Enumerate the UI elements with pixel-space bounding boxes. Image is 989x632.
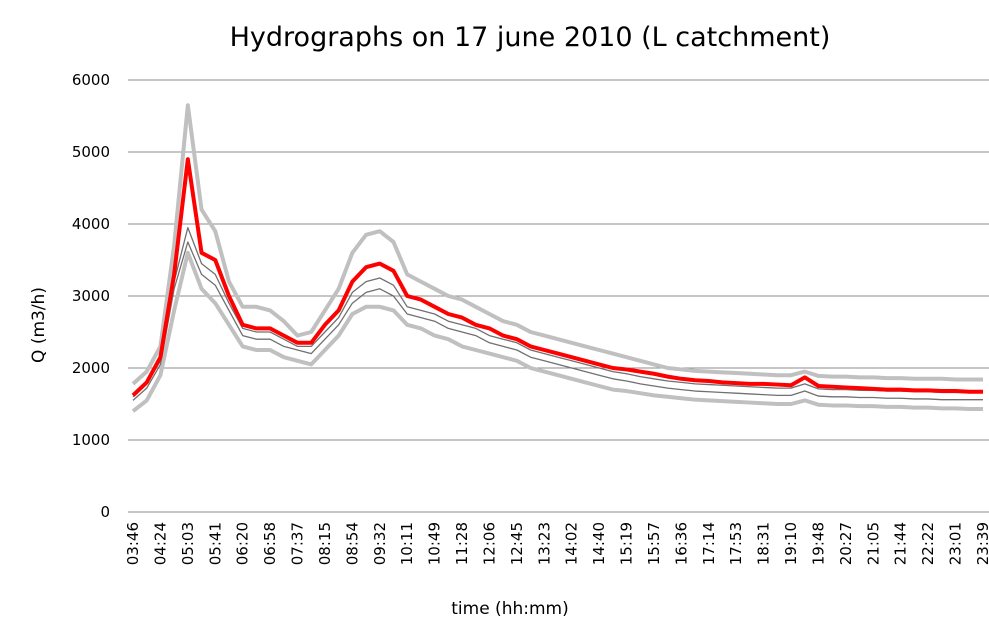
x-tick-label: 11:28 [453, 522, 471, 565]
x-tick-label: 16:36 [672, 522, 690, 565]
series-line [131, 250, 983, 413]
x-tick-label: 05:03 [179, 522, 197, 565]
series-line [131, 157, 983, 397]
x-tick-label: 17:14 [700, 522, 718, 565]
x-tick-label: 03:46 [124, 522, 142, 565]
x-tick-label: 23:01 [947, 522, 965, 565]
y-tick-label: 0 [100, 503, 110, 521]
x-tick-label: 15:19 [618, 522, 636, 565]
y-tick-label: 5000 [72, 143, 110, 161]
x-tick-label: 08:15 [316, 522, 334, 565]
y-tick-label: 6000 [72, 71, 110, 89]
x-tick-label: 19:48 [809, 522, 827, 565]
x-tick-label: 06:20 [234, 522, 252, 565]
x-tick-label: 06:58 [261, 522, 279, 565]
x-tick-label: 20:27 [837, 522, 855, 565]
x-tick-label: 09:32 [371, 522, 389, 565]
x-tick-label: 15:57 [645, 522, 663, 565]
x-tick-label: 18:31 [755, 522, 773, 565]
x-tick-label: 19:10 [782, 522, 800, 565]
x-tick-label: 10:11 [398, 522, 416, 565]
x-tick-label: 21:44 [892, 522, 910, 565]
y-tick-label: 1000 [72, 431, 110, 449]
y-axis-title: Q (m3/h) [29, 287, 49, 363]
x-axis-title: time (hh:mm) [451, 599, 568, 619]
y-tick-label: 2000 [72, 359, 110, 377]
x-tick-label: 14:02 [563, 522, 581, 565]
x-tick-label: 07:37 [289, 522, 307, 565]
y-tick-label: 3000 [72, 287, 110, 305]
x-tick-label: 21:05 [864, 522, 882, 565]
series-line [132, 241, 983, 401]
series-line [132, 226, 983, 398]
x-tick-label: 04:24 [151, 522, 169, 565]
x-tick-label: 12:06 [480, 522, 498, 565]
x-tick-label: 05:41 [206, 522, 224, 565]
x-tick-label: 17:53 [727, 522, 745, 565]
x-tick-label: 22:22 [919, 522, 937, 565]
x-tick-label: 10:49 [426, 522, 444, 565]
chart-title: Hydrographs on 17 june 2010 (L catchment… [230, 22, 831, 53]
y-tick-label: 4000 [72, 215, 110, 233]
x-tick-label: 08:54 [343, 522, 361, 565]
x-tick-label: 12:45 [508, 522, 526, 565]
series-line [131, 103, 983, 386]
x-tick-label: 13:23 [535, 522, 553, 565]
x-tick-label: 14:40 [590, 522, 608, 565]
x-tick-label: 23:39 [974, 522, 989, 565]
